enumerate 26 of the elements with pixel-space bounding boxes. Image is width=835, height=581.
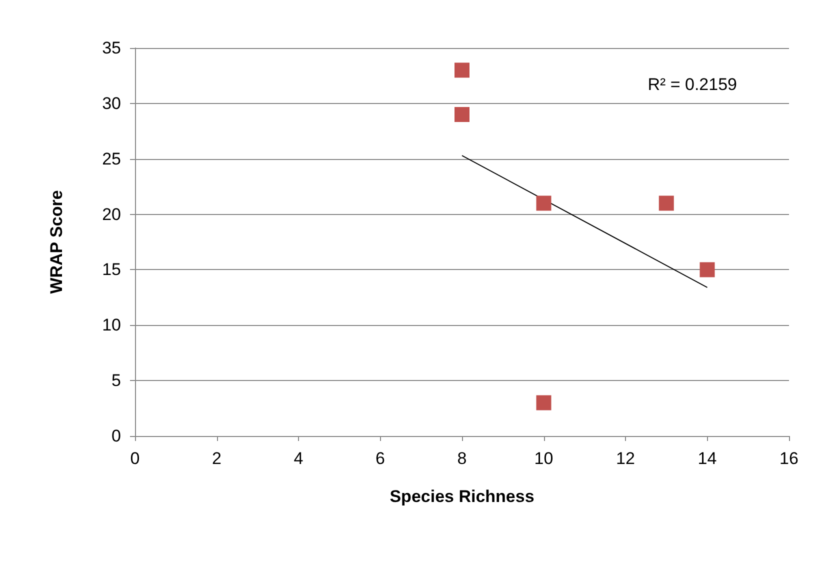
y-tick-label: 35: [102, 38, 121, 58]
annotation: R² = 0.2159: [648, 75, 738, 94]
point: [454, 107, 470, 122]
x-tick-label: 4: [294, 449, 304, 468]
x-tick-label: 0: [130, 449, 140, 468]
point: [536, 196, 552, 211]
y-tick-label: 30: [102, 94, 121, 113]
x-tick-label: 14: [698, 449, 717, 468]
y-tick-label: 15: [102, 260, 121, 280]
y-tick-label: 0: [112, 426, 121, 446]
x-tick-label: 16: [780, 449, 798, 468]
y-tick-label: 10: [102, 316, 121, 335]
y-tick-label: 25: [102, 149, 121, 168]
y-tick-label: 5: [112, 371, 121, 390]
y-tick-label: 20: [102, 204, 121, 224]
x-tick-label: 2: [212, 449, 222, 468]
point: [536, 395, 552, 410]
x-tick-label: 10: [534, 449, 554, 468]
y-axis-title: WRAP Score: [47, 190, 66, 294]
point: [700, 262, 715, 278]
x-axis-title: Species Richness: [390, 487, 534, 506]
point: [658, 196, 674, 211]
x-tick-label: 8: [457, 449, 467, 468]
x-tick-label: 6: [376, 449, 385, 468]
x-tick-label: 12: [616, 449, 635, 468]
point: [454, 62, 470, 78]
